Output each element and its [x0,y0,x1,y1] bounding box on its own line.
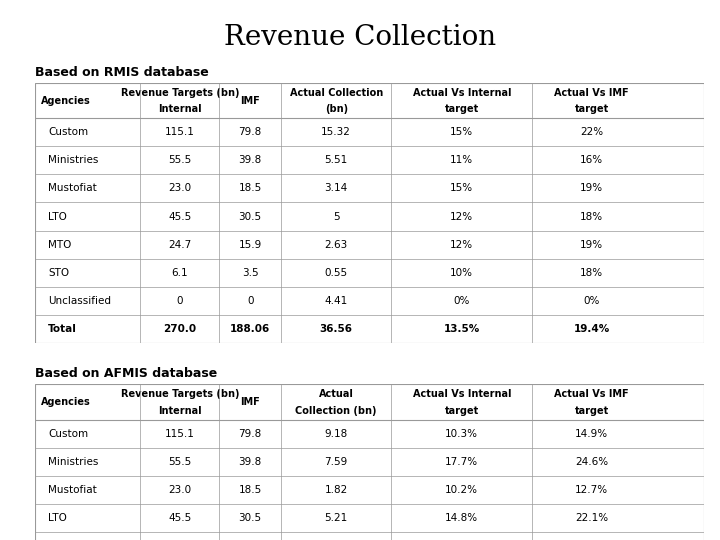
Text: 5: 5 [333,212,340,221]
Text: 13.5%: 13.5% [444,324,480,334]
Text: Internal: Internal [158,104,202,114]
Text: Actual: Actual [319,389,354,399]
Text: 15.32: 15.32 [321,127,351,137]
Text: 30.5: 30.5 [238,212,262,221]
Text: 15%: 15% [450,127,473,137]
Text: 18.5: 18.5 [238,485,262,495]
Text: Actual Collection: Actual Collection [289,88,383,98]
Text: 30.5: 30.5 [238,513,262,523]
Text: Actual Vs IMF: Actual Vs IMF [554,389,629,399]
Text: 115.1: 115.1 [165,429,195,438]
Text: 10.2%: 10.2% [445,485,478,495]
Text: 79.8: 79.8 [238,127,262,137]
Text: 14.8%: 14.8% [445,513,478,523]
Text: 19%: 19% [580,240,603,249]
Text: 0: 0 [176,296,183,306]
Text: 3.5: 3.5 [242,268,258,278]
Text: 45.5: 45.5 [168,212,192,221]
Text: 12%: 12% [450,240,473,249]
Text: 39.8: 39.8 [238,457,262,467]
Text: (bn): (bn) [325,104,348,114]
Text: IMF: IMF [240,397,260,407]
Text: 24.7: 24.7 [168,240,192,249]
Text: Actual Vs Internal: Actual Vs Internal [413,88,511,98]
Text: 0.55: 0.55 [325,268,348,278]
Text: 79.8: 79.8 [238,429,262,438]
Text: 23.0: 23.0 [168,184,192,193]
Text: target: target [575,406,609,416]
Text: target: target [445,104,479,114]
Text: Custom: Custom [48,127,88,137]
Text: Revenue Targets (bn): Revenue Targets (bn) [121,389,239,399]
Text: 22.1%: 22.1% [575,513,608,523]
Text: 188.06: 188.06 [230,324,270,334]
Text: 36.56: 36.56 [320,324,353,334]
Text: Actual Vs IMF: Actual Vs IMF [554,88,629,98]
Text: 5.21: 5.21 [325,513,348,523]
Text: 270.0: 270.0 [163,324,197,334]
Text: 0: 0 [247,296,253,306]
Text: 11%: 11% [450,156,473,165]
Text: 1.82: 1.82 [325,485,348,495]
Text: 17.7%: 17.7% [445,457,478,467]
Text: 15.9: 15.9 [238,240,262,249]
Text: 55.5: 55.5 [168,156,192,165]
Text: 5.51: 5.51 [325,156,348,165]
Text: Mustofiat: Mustofiat [48,184,96,193]
Text: Custom: Custom [48,429,88,438]
Text: 9.18: 9.18 [325,429,348,438]
Text: 23.0: 23.0 [168,485,192,495]
Text: 115.1: 115.1 [165,127,195,137]
Text: 7.59: 7.59 [325,457,348,467]
Text: 16%: 16% [580,156,603,165]
Text: 2.63: 2.63 [325,240,348,249]
Text: 0%: 0% [583,296,600,306]
Text: 24.6%: 24.6% [575,457,608,467]
Text: 22%: 22% [580,127,603,137]
Text: 6.1: 6.1 [171,268,188,278]
Text: Actual Vs Internal: Actual Vs Internal [413,389,511,399]
Text: 18%: 18% [580,268,603,278]
Text: Unclassified: Unclassified [48,296,111,306]
Text: STO: STO [48,268,69,278]
Text: Ministries: Ministries [48,457,99,467]
Text: 39.8: 39.8 [238,156,262,165]
Text: 12%: 12% [450,212,473,221]
Text: 55.5: 55.5 [168,457,192,467]
Text: 10%: 10% [450,268,473,278]
Text: Agencies: Agencies [41,96,91,106]
Text: Mustofiat: Mustofiat [48,485,96,495]
Text: 12.7%: 12.7% [575,485,608,495]
Text: 10.3%: 10.3% [445,429,478,438]
Text: Collection (bn): Collection (bn) [295,406,377,416]
Text: Based on AFMIS database: Based on AFMIS database [35,367,217,380]
Text: 15%: 15% [450,184,473,193]
Text: 14.9%: 14.9% [575,429,608,438]
Text: Total: Total [48,324,77,334]
Text: LTO: LTO [48,513,67,523]
Text: Ministries: Ministries [48,156,99,165]
Text: 18.5: 18.5 [238,184,262,193]
Text: target: target [445,406,479,416]
Text: 19%: 19% [580,184,603,193]
Text: 18%: 18% [580,212,603,221]
Text: Internal: Internal [158,406,202,416]
Text: 3.14: 3.14 [325,184,348,193]
Text: Based on RMIS database: Based on RMIS database [35,66,208,79]
Text: Revenue Targets (bn): Revenue Targets (bn) [121,88,239,98]
Text: 45.5: 45.5 [168,513,192,523]
Text: target: target [575,104,609,114]
Text: Revenue Collection: Revenue Collection [224,24,496,51]
Text: Agencies: Agencies [41,397,91,407]
Text: 0%: 0% [454,296,470,306]
Text: MTO: MTO [48,240,71,249]
Text: 19.4%: 19.4% [574,324,610,334]
Text: 4.41: 4.41 [325,296,348,306]
Text: LTO: LTO [48,212,67,221]
Text: IMF: IMF [240,96,260,106]
